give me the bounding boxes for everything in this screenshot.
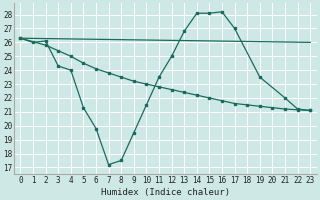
X-axis label: Humidex (Indice chaleur): Humidex (Indice chaleur) — [101, 188, 230, 197]
